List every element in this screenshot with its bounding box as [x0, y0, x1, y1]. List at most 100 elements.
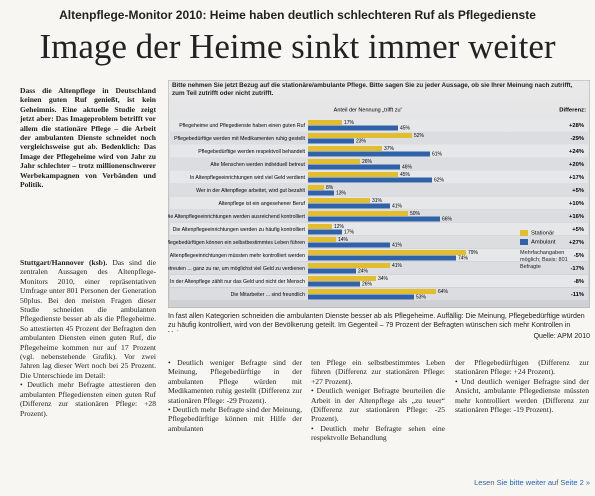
continue-link[interactable]: Lesen Sie bitte weiter auf Seite 2 »: [474, 478, 590, 487]
column-header: Anteil der Nennung „trifft zu“: [334, 107, 403, 113]
row-label: Die Mitarbeiter ... sind freundlich: [231, 292, 306, 298]
difference: -5%: [574, 253, 584, 259]
bar: [308, 281, 360, 287]
bar: [308, 198, 370, 203]
row-label: Alte Menschen werden individuell betreut: [210, 162, 305, 168]
caption: In fast allen Kategorien schneiden die a…: [168, 313, 585, 332]
difference: +5%: [572, 188, 584, 194]
row-band: [170, 236, 588, 248]
value-label: 17%: [344, 120, 355, 126]
difference: +24%: [569, 149, 584, 155]
dateline: Stuttgart/Hannover (ksb).: [20, 258, 108, 267]
row-label: Pflegeheime und Pflegedienste haben eine…: [179, 123, 305, 129]
source: Quelle: APM 2010: [533, 333, 590, 340]
value-label: 26%: [362, 159, 373, 165]
difference: +17%: [569, 175, 584, 181]
bar: [308, 237, 336, 242]
text: • Deutlich mehr Befragte attestieren den…: [20, 380, 156, 418]
chart: Bitte nehmen Sie jetzt Bezug auf die sta…: [168, 80, 590, 308]
row-label: Die Pflegebedürftigen können ein selbstb…: [168, 240, 305, 246]
row-label: Die Altenpflegeeinrichtungen werden zu h…: [173, 227, 306, 233]
row-band: [170, 197, 588, 209]
value-label: 50%: [410, 211, 421, 217]
value-label: 14%: [338, 237, 349, 243]
bar: [308, 255, 456, 261]
value-label: 79%: [468, 250, 479, 256]
row-label: Wer in der Altenpflege arbeitet, wird gu…: [196, 188, 305, 194]
bar: [308, 224, 332, 229]
bar: [308, 185, 324, 190]
value-label: 45%: [400, 126, 411, 132]
chart-note: Mehrfachangaben möglich; Basis: 801 Befr…: [520, 250, 568, 270]
value-label: 24%: [358, 269, 369, 275]
value-label: 41%: [392, 243, 403, 249]
bar: [308, 263, 390, 268]
value-label: 31%: [372, 198, 383, 204]
value-label: 8%: [326, 185, 334, 191]
value-label: 62%: [434, 178, 445, 184]
bar: [308, 216, 440, 222]
row-label: Altenpflege ist ein angesehener Beruf: [218, 201, 305, 207]
row-band: [170, 275, 588, 287]
difference: +10%: [569, 201, 584, 207]
column: der Pflegebedürftigen (Differenz zur sta…: [455, 358, 589, 415]
row-band: [170, 184, 588, 196]
row-label: Die Altenpflegeeinrichtungen werden ausr…: [168, 214, 306, 220]
value-label: 41%: [392, 263, 403, 269]
difference: +20%: [569, 162, 584, 168]
value-label: 66%: [442, 217, 453, 223]
legend-swatch: [520, 230, 528, 236]
bar: [308, 120, 342, 125]
value-label: 13%: [336, 191, 347, 197]
bar: [308, 138, 354, 144]
value-label: 12%: [334, 224, 345, 230]
difference: +28%: [569, 123, 584, 129]
difference: +27%: [569, 240, 584, 246]
note-box: Mehrfachangaben möglich; Basis: 801 Befr…: [520, 250, 568, 270]
bar: [308, 276, 376, 281]
bar: [308, 172, 398, 177]
bar: [308, 229, 342, 235]
bar: [308, 203, 390, 209]
bar: [308, 268, 356, 274]
row-band: [170, 223, 588, 235]
row-label: Der Betreuten ... ganz zu rar, um möglic…: [168, 266, 305, 272]
difference: -29%: [570, 136, 584, 142]
difference: +16%: [569, 214, 584, 220]
value-label: 64%: [438, 289, 449, 295]
value-label: 61%: [432, 152, 443, 158]
row-label: Pflegebedürftige werden mit Medikamenten…: [174, 136, 305, 142]
difference: -11%: [571, 292, 584, 298]
bar: [308, 164, 400, 170]
value-label: 23%: [356, 139, 367, 145]
bar: [308, 159, 360, 164]
difference: -17%: [570, 266, 584, 272]
bar: [308, 133, 412, 138]
bar: [308, 294, 414, 300]
row-label: In Altenpflegeeinrichtungen wird viel Ge…: [190, 175, 306, 181]
difference-header: Differenz:: [559, 108, 586, 114]
row-label: Pflegebedürftige werden respektvoll beha…: [198, 149, 305, 155]
bar: [308, 190, 334, 196]
headline: Image der Heime sinkt immer weiter: [39, 28, 556, 66]
legend-label: Ambulant: [531, 240, 556, 246]
row-label: In der Altenpflege zählt nur das Geld un…: [170, 279, 305, 285]
value-label: 52%: [414, 133, 425, 139]
value-label: 17%: [344, 230, 355, 236]
bar: [308, 242, 390, 248]
value-label: 46%: [402, 165, 413, 171]
lead: Dass die Altenpflege in Deutschland kein…: [20, 86, 156, 190]
column: ten Pflege ein selbstbestimmtes Leben fü…: [311, 358, 445, 443]
value-label: 26%: [362, 282, 373, 288]
bar: [308, 146, 382, 151]
bar: [308, 177, 432, 183]
bar: [308, 250, 466, 255]
value-label: 74%: [458, 256, 469, 262]
column: Stuttgart/Hannover (ksb). Das sind die z…: [20, 258, 156, 473]
value-label: 45%: [400, 172, 411, 178]
value-label: 53%: [416, 295, 427, 301]
difference: +5%: [572, 227, 584, 233]
bar: [308, 151, 430, 157]
value-label: 37%: [384, 146, 395, 152]
